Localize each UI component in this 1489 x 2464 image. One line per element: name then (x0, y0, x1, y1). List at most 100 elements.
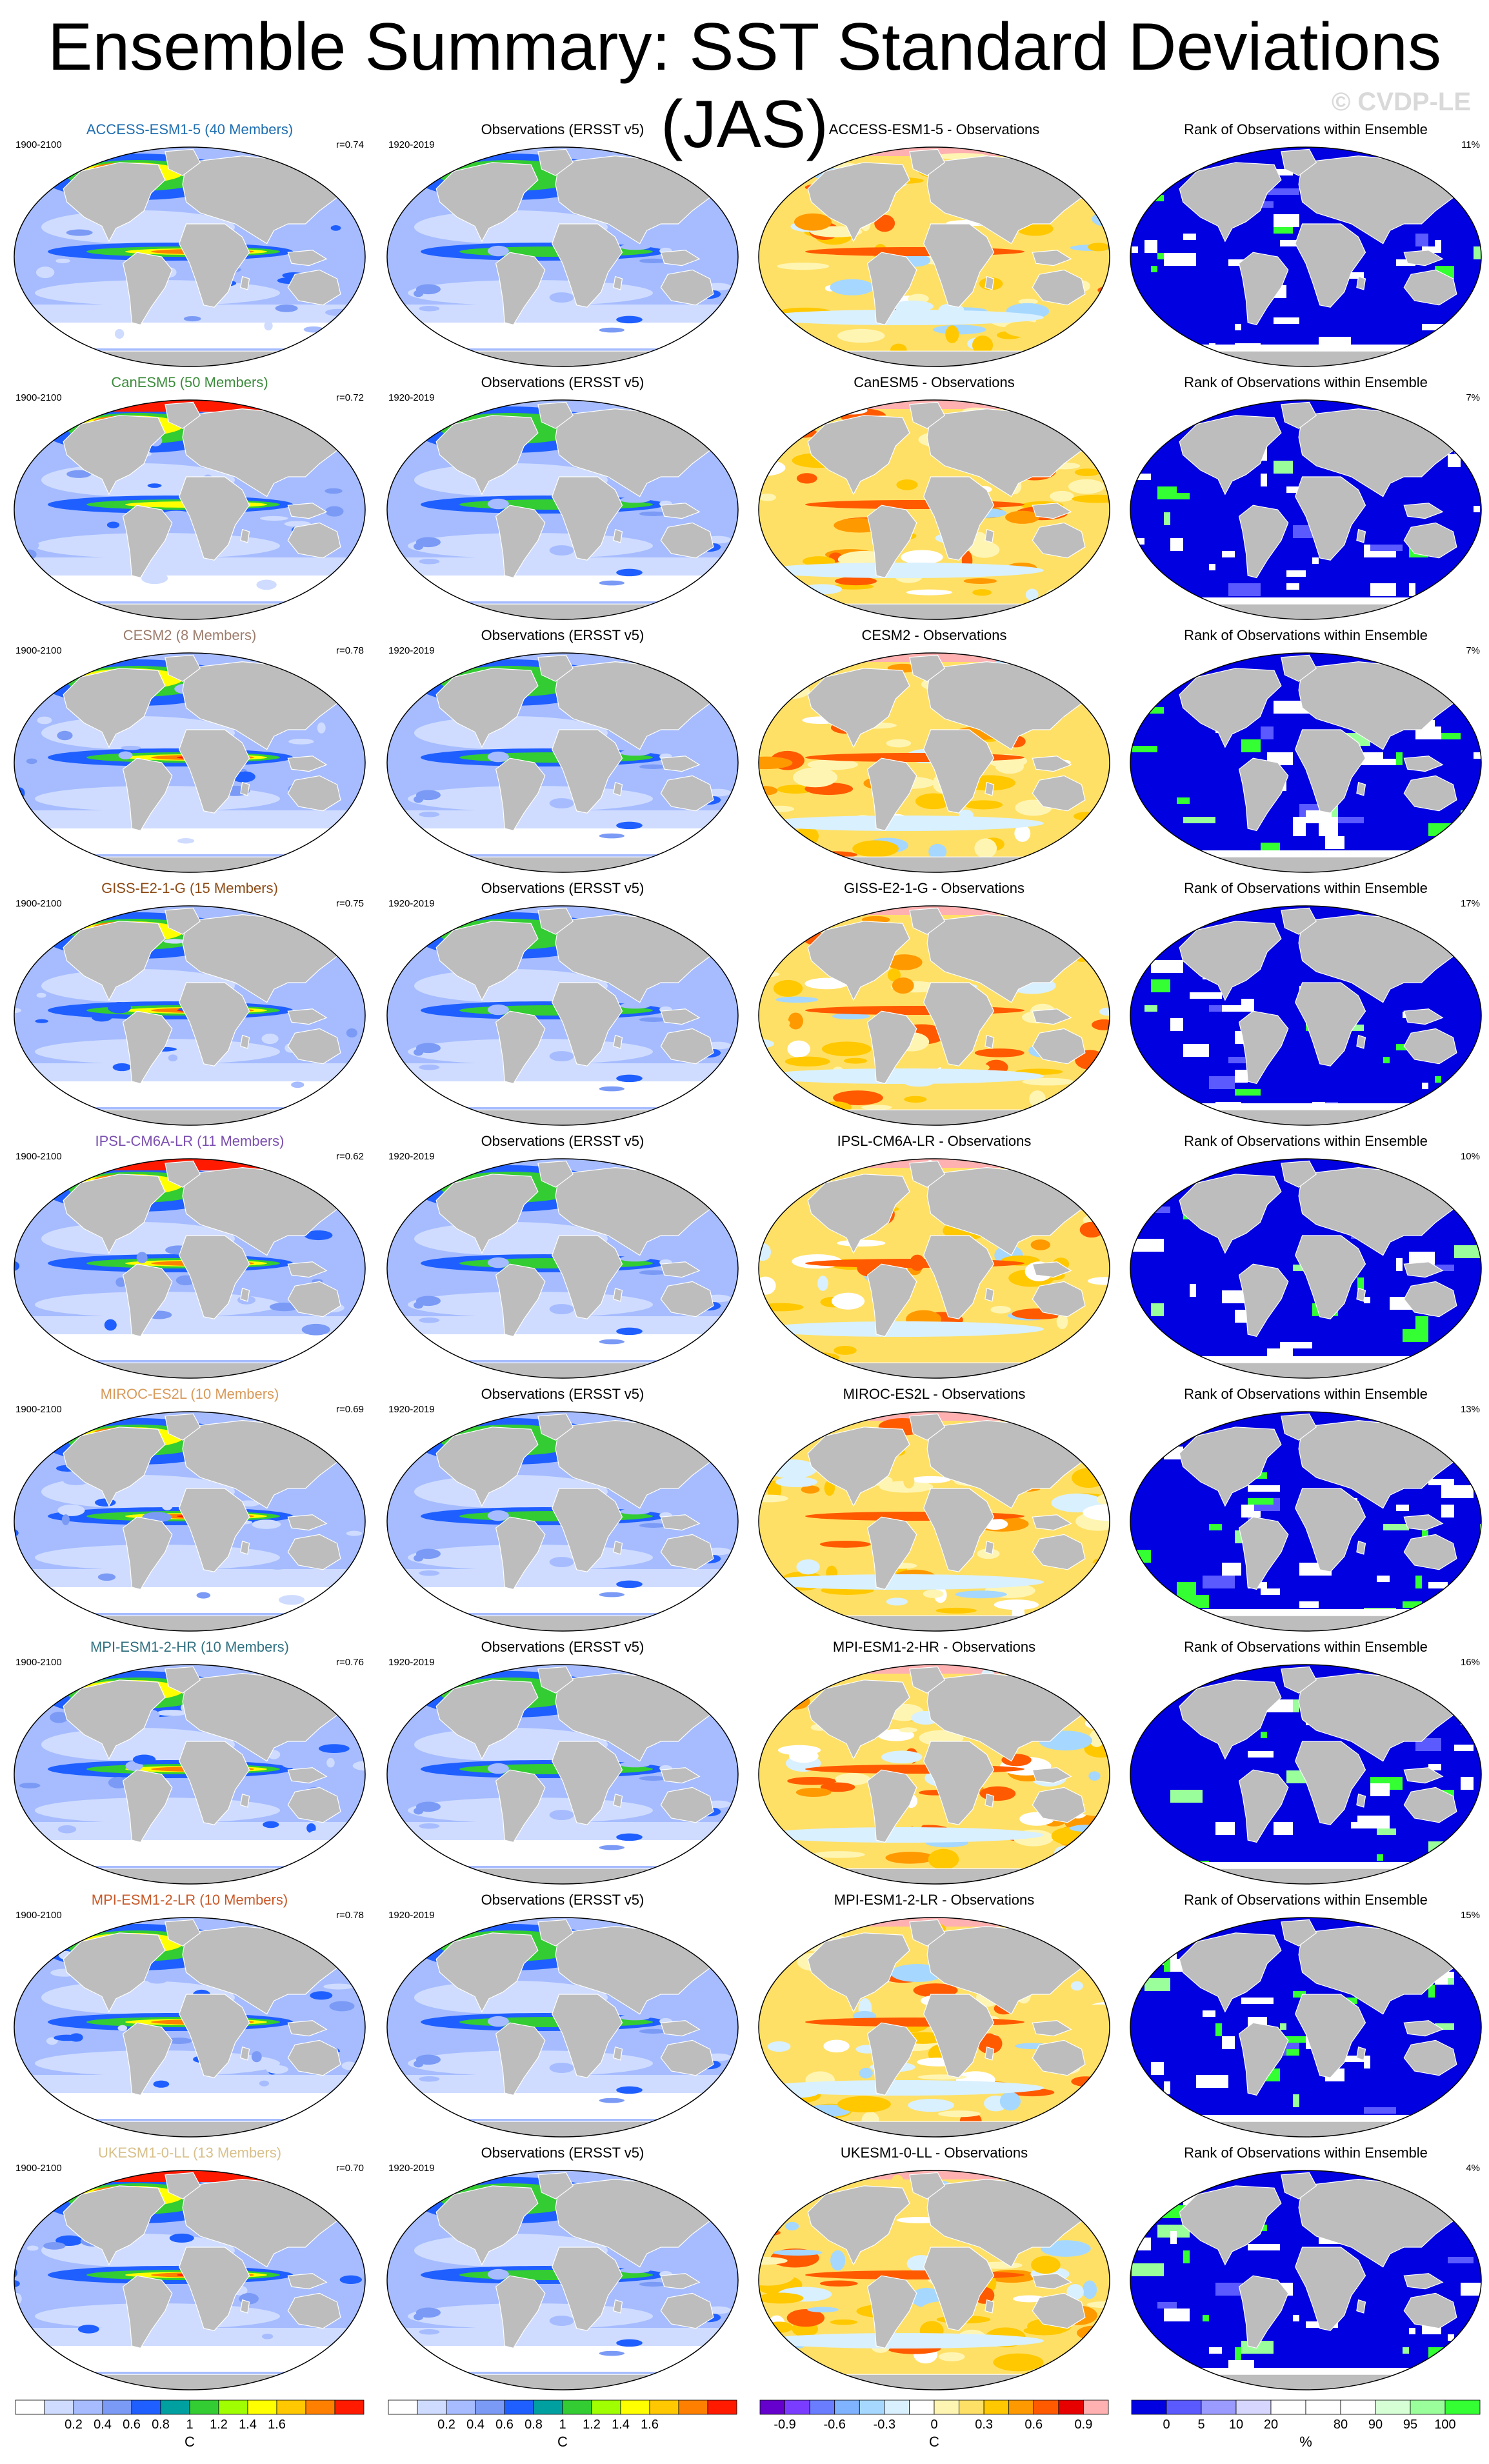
colorbar-tick: 1.4 (612, 2418, 630, 2432)
panel-diff: ACCESS-ESM1-5 - Observations (754, 121, 1115, 370)
map-model (14, 652, 366, 873)
map-rank (1130, 1411, 1482, 1632)
map-rank (1130, 2170, 1482, 2390)
map-diff (758, 652, 1110, 873)
map-obs (386, 1411, 739, 1632)
rank-title: Rank of Observations within Ensemble (1184, 121, 1428, 137)
obs-title: Observations (ERSST v5) (481, 1386, 645, 1402)
panel-obs: Observations (ERSST v5) 1920-2019 (382, 1133, 743, 1382)
map-rank (1130, 905, 1482, 1126)
rank-title: Rank of Observations within Ensemble (1184, 1133, 1428, 1149)
colorbar-tick: 1.2 (210, 2418, 228, 2432)
colorbar-tick: 90 (1368, 2418, 1383, 2432)
map-model (14, 1917, 366, 2138)
rank-percent: 16% (1460, 1657, 1480, 1668)
model-years: 1900-2100 (15, 392, 62, 403)
rank-title: Rank of Observations within Ensemble (1184, 880, 1428, 896)
difference-title: MIROC-ES2L - Observations (843, 1386, 1026, 1402)
panel-model: GISS-E2-1-G (15 Members) 1900-2100 r=0.75 (9, 880, 370, 1129)
model-title: MPI-ESM1-2-LR (10 Members) (91, 1892, 288, 1908)
pattern-correlation: r=0.70 (336, 2163, 364, 2174)
obs-years: 1920-2019 (388, 1404, 435, 1415)
model-years: 1900-2100 (15, 645, 62, 656)
map-diff (758, 2170, 1110, 2390)
rank-title: Rank of Observations within Ensemble (1184, 2145, 1428, 2161)
panel-diff: UKESM1-0-LL - Observations (754, 2145, 1115, 2394)
map-diff (758, 1917, 1110, 2138)
panel-obs: Observations (ERSST v5) 1920-2019 (382, 1639, 743, 1888)
map-diff (758, 146, 1110, 367)
map-rank (1130, 399, 1482, 620)
colorbar-tick: 1.6 (641, 2418, 659, 2432)
panel-diff: MIROC-ES2L - Observations (754, 1386, 1115, 1635)
obs-years: 1920-2019 (388, 1657, 435, 1668)
colorbar-tick: 0.8 (525, 2418, 543, 2432)
colorbar-tick: 0.2 (65, 2418, 83, 2432)
panel-diff: MPI-ESM1-2-HR - Observations (754, 1639, 1115, 1888)
pattern-correlation: r=0.62 (336, 1151, 364, 1162)
map-obs (386, 2170, 739, 2390)
colorbar-tick: 0.3 (975, 2418, 993, 2432)
map-model (14, 1664, 366, 1885)
map-rank (1130, 146, 1482, 367)
colorbar-tick: 1 (559, 2418, 566, 2432)
page-title: Ensemble Summary: SST Standard Deviation… (48, 10, 1441, 162)
map-diff (758, 1664, 1110, 1885)
colorbar-tick: 95 (1403, 2418, 1417, 2432)
model-years: 1900-2100 (15, 1404, 62, 1415)
colorbar-tick: 0 (930, 2418, 937, 2432)
panel-diff: CESM2 - Observations (754, 627, 1115, 876)
rank-title: Rank of Observations within Ensemble (1184, 1639, 1428, 1655)
model-title: CanESM5 (50 Members) (111, 374, 268, 390)
panel-obs: Observations (ERSST v5) 1920-2019 (382, 374, 743, 623)
map-model (14, 2170, 366, 2390)
rank-percent: 4% (1466, 2163, 1480, 2174)
obs-years: 1920-2019 (388, 1910, 435, 1921)
panel-obs: Observations (ERSST v5) 1920-2019 (382, 627, 743, 876)
map-model (14, 399, 366, 620)
map-model (14, 905, 366, 1126)
map-obs (386, 399, 739, 620)
panel-diff: IPSL-CM6A-LR - Observations (754, 1133, 1115, 1382)
model-title: CESM2 (8 Members) (123, 627, 257, 643)
panel-rank: Rank of Observations within Ensemble 13% (1125, 1386, 1486, 1635)
colorbar-tick: 0.2 (437, 2418, 455, 2432)
colorbar-tick: 1 (186, 2418, 193, 2432)
map-obs (386, 1664, 739, 1885)
rank-percent: 15% (1460, 1910, 1480, 1921)
map-obs (386, 905, 739, 1126)
panel-obs: Observations (ERSST v5) 1920-2019 (382, 121, 743, 370)
panel-rank: Rank of Observations within Ensemble 11% (1125, 121, 1486, 370)
rank-title: Rank of Observations within Ensemble (1184, 627, 1428, 643)
map-rank (1130, 1158, 1482, 1379)
difference-title: ACCESS-ESM1-5 - Observations (828, 121, 1040, 137)
obs-title: Observations (ERSST v5) (481, 1892, 645, 1908)
colorbar-unit: C (929, 2434, 939, 2450)
panel-diff: GISS-E2-1-G - Observations (754, 880, 1115, 1129)
rank-percent: 7% (1466, 645, 1480, 656)
panel-obs: Observations (ERSST v5) 1920-2019 (382, 1386, 743, 1635)
obs-years: 1920-2019 (388, 645, 435, 656)
obs-title: Observations (ERSST v5) (481, 121, 645, 137)
colorbar-unit: % (1299, 2434, 1312, 2450)
obs-title: Observations (ERSST v5) (481, 1639, 645, 1655)
model-title: MPI-ESM1-2-HR (10 Members) (90, 1639, 290, 1655)
map-model (14, 146, 366, 367)
pattern-correlation: r=0.78 (336, 645, 364, 656)
model-years: 1900-2100 (15, 1657, 62, 1668)
panel-model: MPI-ESM1-2-LR (10 Members) 1900-2100 r=0.7… (9, 1892, 370, 2141)
panel-model: CESM2 (8 Members) 1900-2100 r=0.78 (9, 627, 370, 876)
map-model (14, 1411, 366, 1632)
panel-diff: MPI-ESM1-2-LR - Observations (754, 1892, 1115, 2141)
obs-years: 1920-2019 (388, 2163, 435, 2174)
colorbar-obs-sd: 0.2 0.4 0.6 0.8 1 1.2 1.4 1.6 C (382, 2390, 743, 2464)
map-obs (386, 1917, 739, 2138)
map-rank (1130, 1664, 1482, 1885)
panel-rank: Rank of Observations within Ensemble 7% (1125, 374, 1486, 623)
difference-title: GISS-E2-1-G - Observations (844, 880, 1024, 896)
map-diff (758, 905, 1110, 1126)
map-rank (1130, 1917, 1482, 2138)
panel-model: ACCESS-ESM1-5 (40 Members) 1900-2100 r=0.7… (9, 121, 370, 370)
pattern-correlation: r=0.74 (336, 139, 364, 150)
colorbar-tick: -0.6 (823, 2418, 845, 2432)
